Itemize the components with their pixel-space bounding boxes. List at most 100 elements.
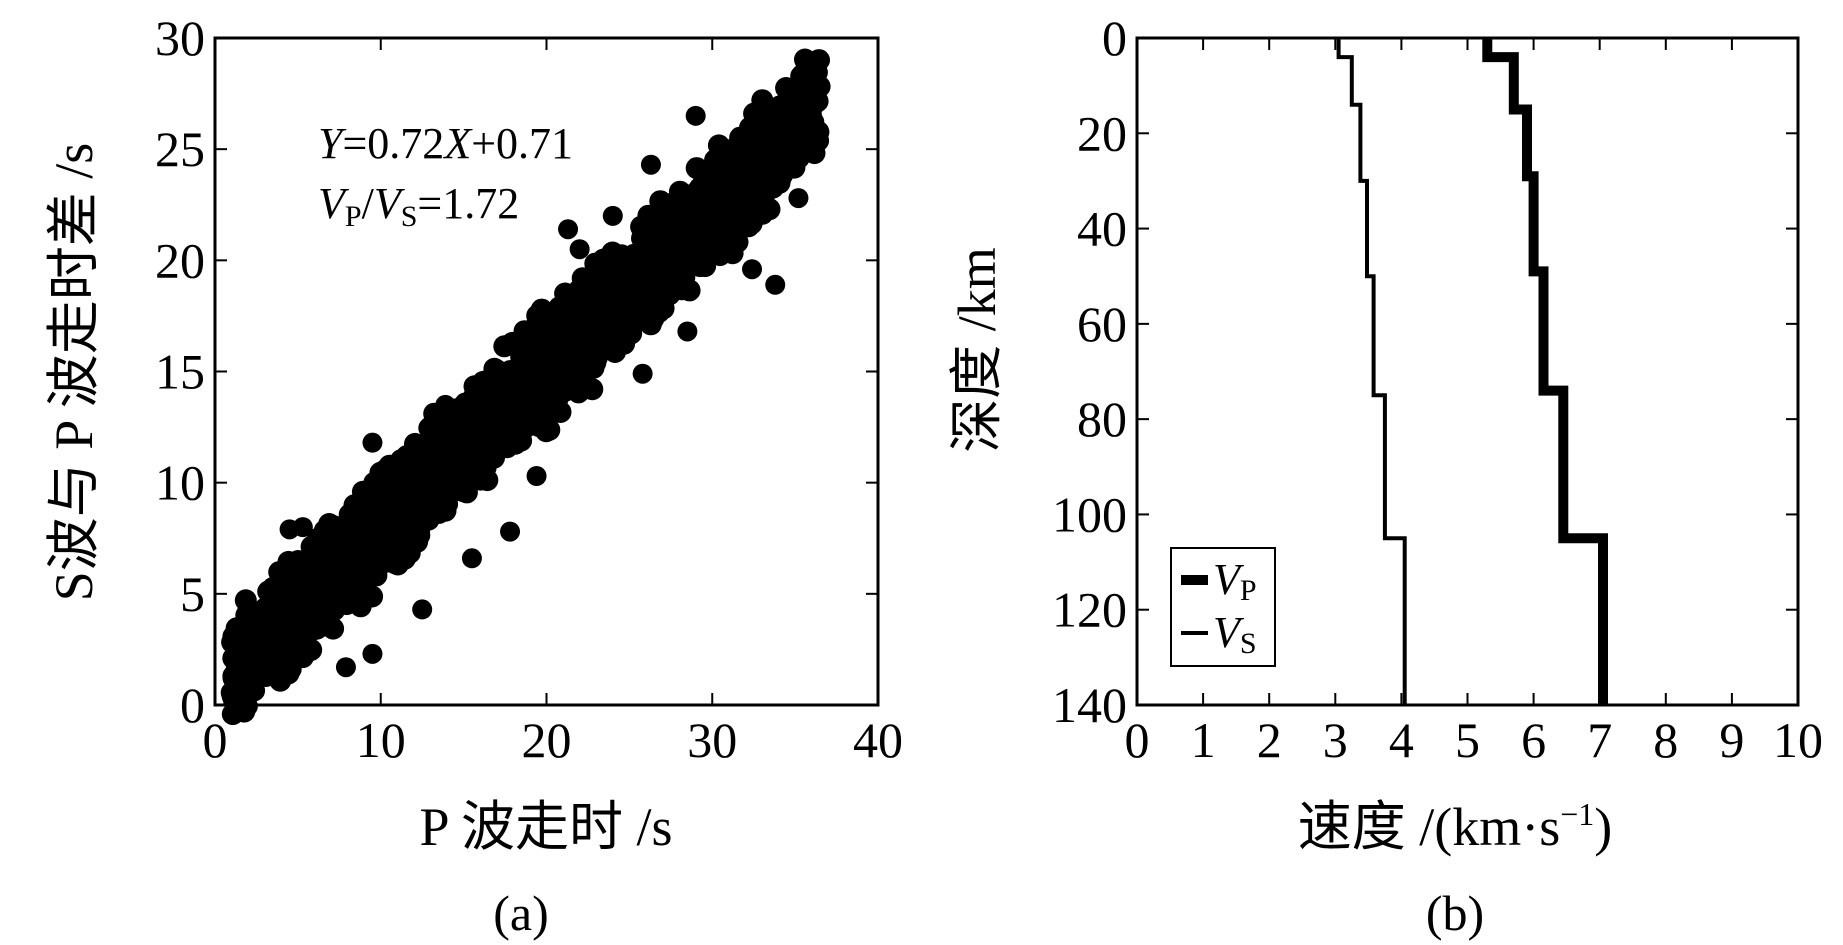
scatter-outlier-point <box>685 105 706 126</box>
scatter-outlier-point <box>801 65 822 86</box>
scatter-point <box>669 274 692 297</box>
x-tick-label: 40 <box>853 712 903 768</box>
scatter-point <box>416 472 439 495</box>
x-tick-label: 8 <box>1653 712 1678 768</box>
scatter-point <box>449 443 472 466</box>
scatter-outlier-point <box>362 643 383 664</box>
scatter-point <box>249 621 272 644</box>
y-tick-label: 15 <box>155 344 205 400</box>
scatter-point <box>455 481 478 504</box>
scatter-outlier-point <box>526 465 547 486</box>
x-tick-label: 1 <box>1191 712 1216 768</box>
scatter-point <box>733 162 756 185</box>
scatter-point <box>510 344 533 367</box>
legend-box <box>1170 547 1276 667</box>
scatter-point <box>386 488 409 511</box>
scatter-point <box>234 589 257 612</box>
x-tick-label: 5 <box>1455 712 1480 768</box>
vp-profile-line <box>1482 38 1608 705</box>
scatter-point <box>721 187 744 210</box>
scatter-point <box>702 235 725 258</box>
velocity-x-axis-label: 速度 /(km·s−1) <box>1298 796 1613 857</box>
scatter-point <box>648 215 671 238</box>
scatter-outlier-point <box>788 188 809 209</box>
scatter-point <box>521 379 544 402</box>
y-tick-label: 140 <box>1052 677 1127 733</box>
scatter-point <box>319 548 342 571</box>
scatter-point <box>331 589 354 612</box>
scatter-point <box>667 222 690 245</box>
regression-equation: Y=0.72X+0.71 <box>318 119 573 168</box>
scatter-point <box>510 429 533 452</box>
scatter-outlier-point <box>558 219 579 240</box>
scatter-outlier-point <box>765 274 786 295</box>
scatter-point <box>471 463 494 486</box>
y-tick-label: 40 <box>1077 201 1127 257</box>
velocity-ticks <box>1136 37 1799 706</box>
scatter-point <box>621 290 644 313</box>
x-tick-label: 10 <box>356 712 406 768</box>
scatter-point <box>363 524 386 547</box>
scatter-point <box>542 327 565 350</box>
scatter-outlier-point <box>602 205 623 226</box>
y-tick-label: 10 <box>155 455 205 511</box>
scatter-point <box>365 489 388 512</box>
legend-vp-label: VP <box>1213 555 1257 607</box>
scatter-outlier-point <box>481 428 502 449</box>
y-tick-label: 60 <box>1077 296 1127 352</box>
vs-profile-line <box>1336 38 1407 705</box>
scatter-panel: 0 10 20 30 40 0 5 10 15 20 25 30 Y=0.72X+0.71 VP/V… <box>44 10 903 941</box>
scatter-point <box>300 586 323 609</box>
panel-b-label: (b) <box>1426 885 1484 941</box>
scatter-point <box>595 331 617 354</box>
scatter-point <box>401 509 424 532</box>
scatter-outlier-point <box>390 450 411 471</box>
scatter-point <box>434 499 457 522</box>
scatter-point <box>543 384 566 407</box>
velocity-x-tick-labels: 0 1 2 3 4 5 6 7 8 9 10 <box>1125 712 1824 768</box>
x-tick-label: 30 <box>687 712 737 768</box>
y-tick-label: 20 <box>1077 105 1127 161</box>
scatter-point <box>596 309 619 332</box>
scatter-point <box>642 307 665 330</box>
x-tick-label: 0 <box>1125 712 1150 768</box>
vp-vs-ratio: VP/VS=1.72 <box>318 179 519 233</box>
scatter-point <box>247 655 269 678</box>
y-tick-label: 20 <box>155 232 205 288</box>
scatter-point <box>751 89 774 112</box>
scatter-point <box>306 527 329 550</box>
scatter-point <box>549 401 572 423</box>
y-tick-label: 25 <box>155 121 205 177</box>
scatter-outlier-point <box>500 521 521 542</box>
scatter-point <box>349 595 372 618</box>
y-tick-label: 120 <box>1052 582 1127 638</box>
y-tick-label: 0 <box>180 677 205 733</box>
velocity-y-tick-labels: 0 20 40 60 80 100 120 140 <box>1052 10 1127 733</box>
scatter-point <box>689 254 712 277</box>
scatter-y-axis-label: S波与 P 波走时差 /s <box>44 143 104 602</box>
scatter-point <box>346 525 369 548</box>
scatter-point <box>754 175 777 198</box>
scatter-point <box>562 332 585 355</box>
scatter-point <box>517 362 540 385</box>
legend: VP VS <box>1170 547 1276 667</box>
scatter-outlier-point <box>335 657 356 678</box>
scatter-outlier-point <box>292 517 313 538</box>
scatter-outlier-point <box>640 154 661 175</box>
scatter-point <box>547 308 570 331</box>
x-tick-label: 10 <box>1773 712 1823 768</box>
scatter-point <box>606 261 629 284</box>
scatter-point <box>742 141 765 164</box>
scatter-x-tick-labels: 0 10 20 30 40 <box>203 712 904 768</box>
scatter-outlier-point <box>742 259 763 280</box>
scatter-point <box>648 231 671 254</box>
scatter-point <box>298 639 321 662</box>
scatter-point <box>230 697 253 719</box>
x-tick-label: 4 <box>1389 712 1414 768</box>
scatter-point <box>230 655 253 678</box>
scatter-point <box>669 206 692 228</box>
x-tick-label: 3 <box>1323 712 1348 768</box>
scatter-point <box>529 403 552 425</box>
